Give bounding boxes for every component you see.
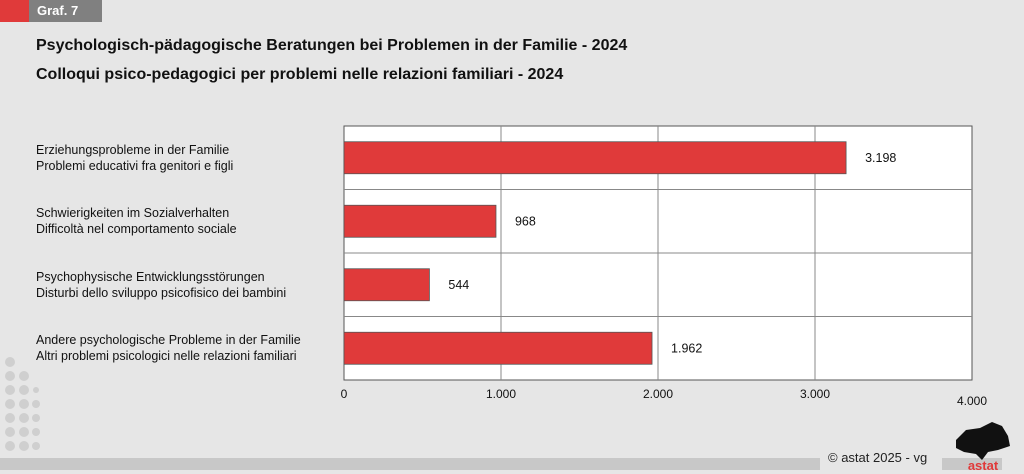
x-tick-label: 1.000: [486, 387, 516, 401]
decorative-dots: [5, 357, 40, 451]
bar: [343, 204, 497, 238]
bar: [343, 268, 430, 302]
x-tick-label: 4.000: [957, 394, 987, 408]
category-label: Psychophysische Entwicklungsstörungen Dis…: [36, 269, 286, 301]
value-label: 968: [515, 214, 536, 228]
chart-title: Psychologisch-pädagogische Beratungen be…: [36, 37, 628, 54]
category-label: Schwierigkeiten im Sozialverhalten Diffic…: [36, 205, 237, 237]
category-label-line: Erziehungsprobleme in der Familie: [36, 142, 230, 157]
astat-logo: astat: [956, 422, 1010, 472]
category-label-line: Disturbi dello sviluppo psicofisico dei …: [36, 285, 287, 300]
category-label-line: Altri problemi psicologici nelle relazio…: [36, 349, 297, 364]
category-label-line: Problemi educativi fra genitori e figli: [36, 158, 234, 173]
footer-bar-right: [942, 458, 1002, 470]
x-tick-label: 3.000: [800, 387, 830, 401]
bar: [343, 141, 847, 175]
footer-bar: [0, 458, 820, 470]
category-label-line: Schwierigkeiten im Sozialverhalten: [36, 206, 230, 221]
figure-tag: Graf. 7: [29, 0, 102, 22]
value-label: 3.198: [865, 151, 896, 165]
tag-accent: [0, 0, 29, 22]
category-label: Andere psychologische Probleme in der Fa…: [36, 332, 301, 364]
value-label: 1.962: [671, 341, 702, 355]
copyright: © astat 2025 - vg: [828, 450, 928, 465]
category-label: Erziehungsprobleme in der Familie Problem…: [36, 142, 233, 174]
svg-text:astat: astat: [968, 458, 999, 472]
category-label-line: Psychophysische Entwicklungsstörungen: [36, 269, 265, 284]
x-tick-label: 0: [341, 387, 348, 401]
bar: [343, 331, 653, 365]
value-label: 544: [448, 278, 469, 292]
category-label-line: Andere psychologische Probleme in der Fa…: [36, 333, 301, 348]
category-label-line: Difficoltà nel comportamento sociale: [36, 222, 237, 237]
x-tick-label: 2.000: [643, 387, 673, 401]
chart-subtitle: Colloqui psico-pedagogici per problemi n…: [36, 66, 564, 83]
